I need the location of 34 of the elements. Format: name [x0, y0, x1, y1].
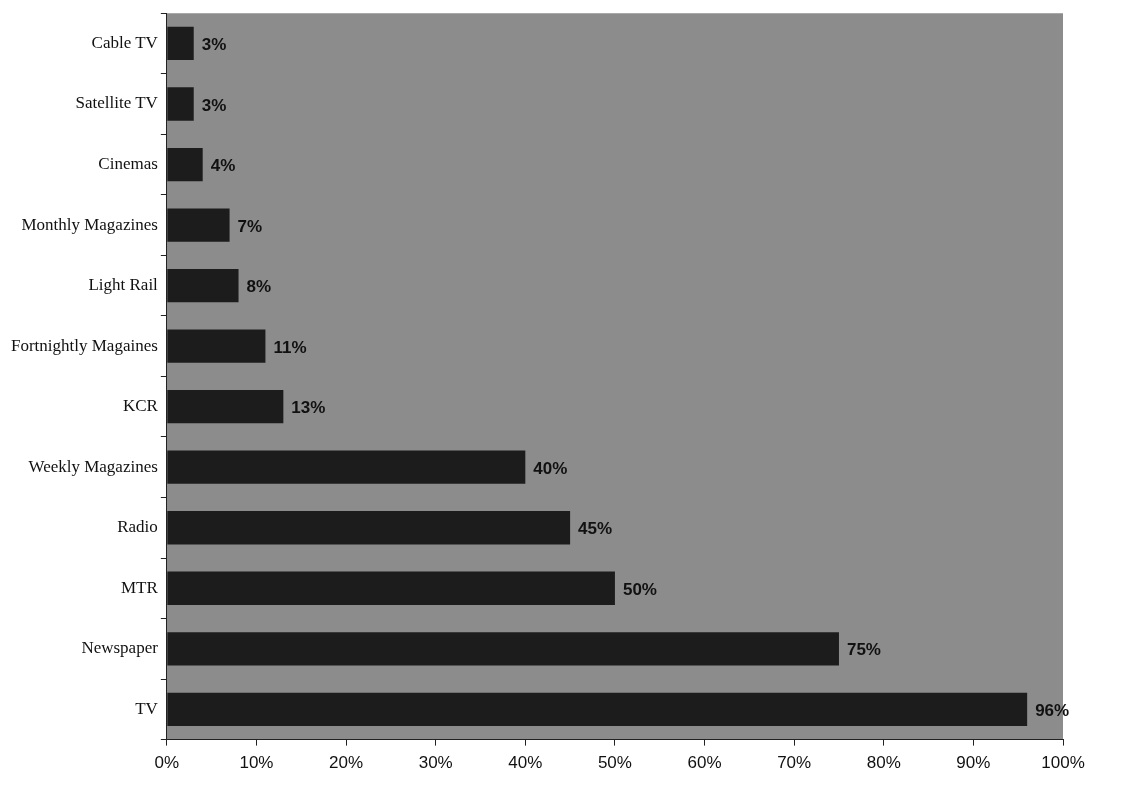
x-tick-label: 0% — [154, 753, 180, 773]
x-tick-label: 20% — [329, 753, 364, 773]
data-label: 75% — [846, 640, 881, 660]
y-tick-label: MTR — [121, 577, 159, 597]
y-tick-label: Satellite TV — [75, 93, 159, 113]
x-tick-label: 40% — [508, 753, 543, 773]
x-tick-label: 50% — [597, 753, 632, 773]
data-label: 40% — [533, 458, 568, 478]
x-tick-label: 100% — [1041, 753, 1085, 773]
data-label: 11% — [273, 337, 307, 357]
y-tick-label: Cable TV — [91, 32, 159, 52]
data-label: 45% — [578, 519, 613, 539]
data-label: 3% — [201, 35, 227, 55]
y-tick-label: Light Rail — [88, 275, 159, 295]
y-tick-label: Radio — [117, 517, 158, 537]
data-label: 8% — [246, 277, 272, 297]
y-tick-label: TV — [135, 698, 159, 718]
y-tick-label: Newspaper — [81, 638, 159, 658]
data-label: 50% — [622, 579, 657, 599]
x-tick-label: 90% — [956, 753, 991, 773]
x-tick-label: 80% — [866, 753, 901, 773]
y-tick-label: Cinemas — [98, 154, 158, 173]
x-tick-label: 30% — [418, 753, 453, 773]
y-tick-label: Weekly Magazines — [28, 456, 158, 476]
x-tick-label: 60% — [687, 753, 722, 773]
y-tick-label: Monthly Magazines — [21, 214, 158, 234]
x-tick-label: 10% — [239, 753, 274, 773]
data-label: 4% — [210, 156, 236, 176]
y-tick-label: KCR — [122, 396, 159, 416]
data-label: 13% — [291, 398, 326, 418]
data-label: 7% — [237, 216, 263, 236]
y-tick-label: Fortnightly Magaines — [10, 335, 158, 355]
data-label: 3% — [201, 95, 227, 115]
x-tick-label: 70% — [777, 753, 812, 773]
